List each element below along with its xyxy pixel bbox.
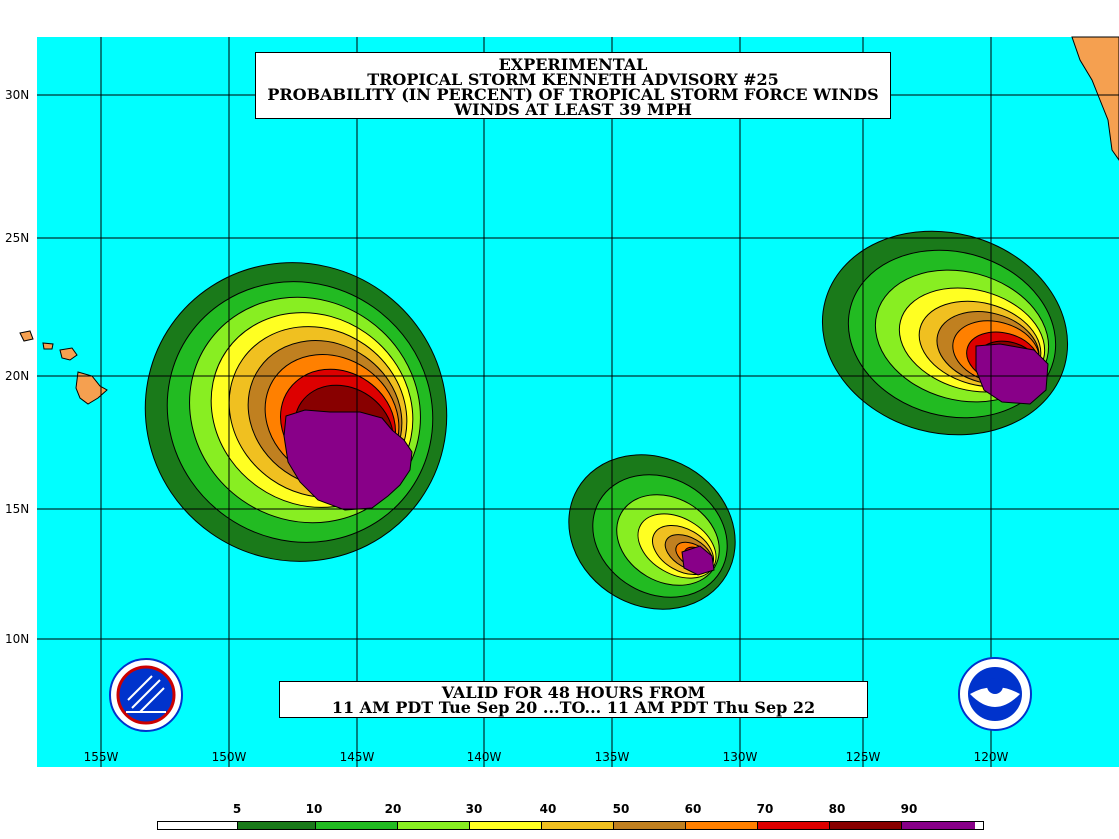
lat-label-30n: 30N [5,88,29,102]
legend-swatch [316,822,398,829]
lat-label-25n: 25N [5,231,29,245]
probability-area-west [144,262,448,562]
legend-swatch [902,822,975,829]
title-line-2: TROPICAL STORM KENNETH ADVISORY #25 [367,70,779,89]
lon-label-130w: 130W [723,750,758,764]
title-line-4: WINDS AT LEAST 39 MPH [454,100,692,119]
legend-swatch [614,822,686,829]
lon-label-135w: 135W [595,750,630,764]
legend-swatch [158,822,238,829]
legend-swatch [686,822,758,829]
legend-label: 40 [539,802,557,816]
nws-logo-icon [109,658,183,732]
legend-label: 30 [465,802,483,816]
lon-label-140w: 140W [467,750,502,764]
land-hawaii-kauai [19,330,34,342]
lon-label-155w: 155W [84,750,119,764]
probability-area-center [568,454,736,610]
legend-label: 60 [684,802,702,816]
legend-swatch [542,822,614,829]
lat-label-20n: 20N [5,369,29,383]
legend-label: 20 [384,802,402,816]
title-line-3: PROBABILITY (IN PERCENT) OF TROPICAL STO… [267,85,879,104]
legend-swatch [758,822,830,829]
land-hawaii-maui [59,347,78,361]
legend-label: 5 [232,802,242,816]
legend-swatch [470,822,542,829]
probability-area-east [821,230,1069,436]
legend-label: 70 [756,802,774,816]
lon-label-145w: 145W [340,750,375,764]
title-line-1: EXPERIMENTAL [498,55,648,74]
legend-label: 10 [305,802,323,816]
land-hawaii-big-island [75,371,108,405]
legend-color-bar [157,821,984,830]
valid-line-1: VALID FOR 48 HOURS FROM [441,683,706,702]
title-box: EXPERIMENTAL TROPICAL STORM KENNETH ADVI… [255,52,891,119]
lon-label-120w: 120W [974,750,1009,764]
valid-period-box: VALID FOR 48 HOURS FROM 11 AM PDT Tue Se… [279,681,868,718]
legend-label: 80 [828,802,846,816]
valid-line-2: 11 AM PDT Tue Sep 20 ...TO... 11 AM PDT … [331,698,816,717]
legend-swatch [398,822,470,829]
noaa-logo-icon [958,657,1032,731]
land-hawaii-oahu [42,342,54,350]
legend-swatch [238,822,316,829]
legend-label: 50 [612,802,630,816]
legend-label: 90 [900,802,918,816]
land-mexico [1071,36,1119,161]
legend-swatch [830,822,902,829]
lon-label-150w: 150W [212,750,247,764]
lat-label-10n: 10N [5,632,29,646]
lat-label-15n: 15N [5,502,29,516]
lon-label-125w: 125W [846,750,881,764]
